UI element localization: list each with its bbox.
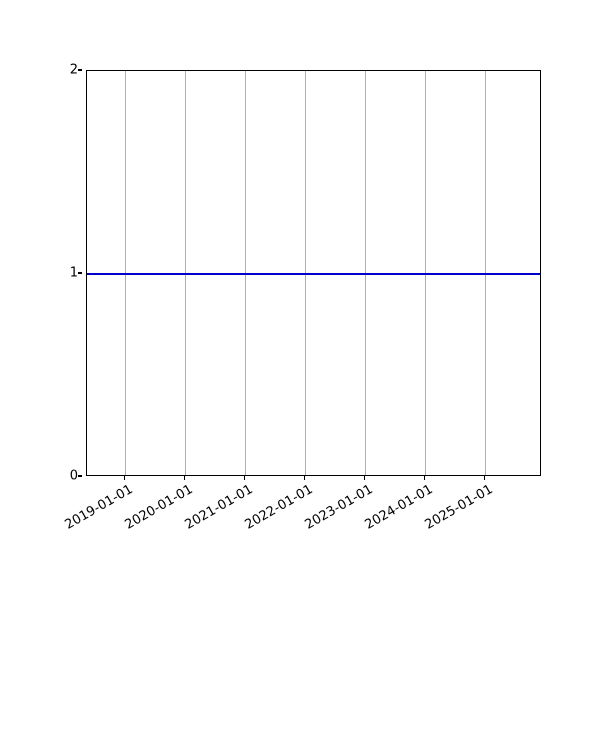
x-tick-mark (364, 476, 366, 480)
y-tick-label: 2 (69, 62, 78, 78)
x-tick-mark (124, 476, 126, 480)
x-tick-mark (184, 476, 186, 480)
plot-area (86, 70, 541, 476)
y-axis-tick-labels: 0 1 2 (0, 63, 82, 484)
series-line (87, 272, 540, 276)
x-tick-mark (304, 476, 306, 480)
x-tick-mark (484, 476, 486, 480)
x-tick-label: 2021-01-01 (182, 482, 256, 533)
y-tick-label: 0 (69, 468, 78, 484)
y-tick-label: 1 (69, 265, 78, 281)
y-tick-mark (78, 475, 82, 477)
y-tick-mark (78, 272, 82, 274)
x-tick-mark (424, 476, 426, 480)
x-axis-tick-marks (86, 476, 541, 484)
x-axis-tick-labels: 2019-01-01 2020-01-01 2021-01-01 2022-01-01… (0, 482, 600, 592)
y-tick-mark (78, 69, 82, 71)
x-tick-mark (244, 476, 246, 480)
chart-figure: 0 1 2 2019-01-01 2020-01-01 2021-01-01 2022-0… (0, 62, 600, 592)
